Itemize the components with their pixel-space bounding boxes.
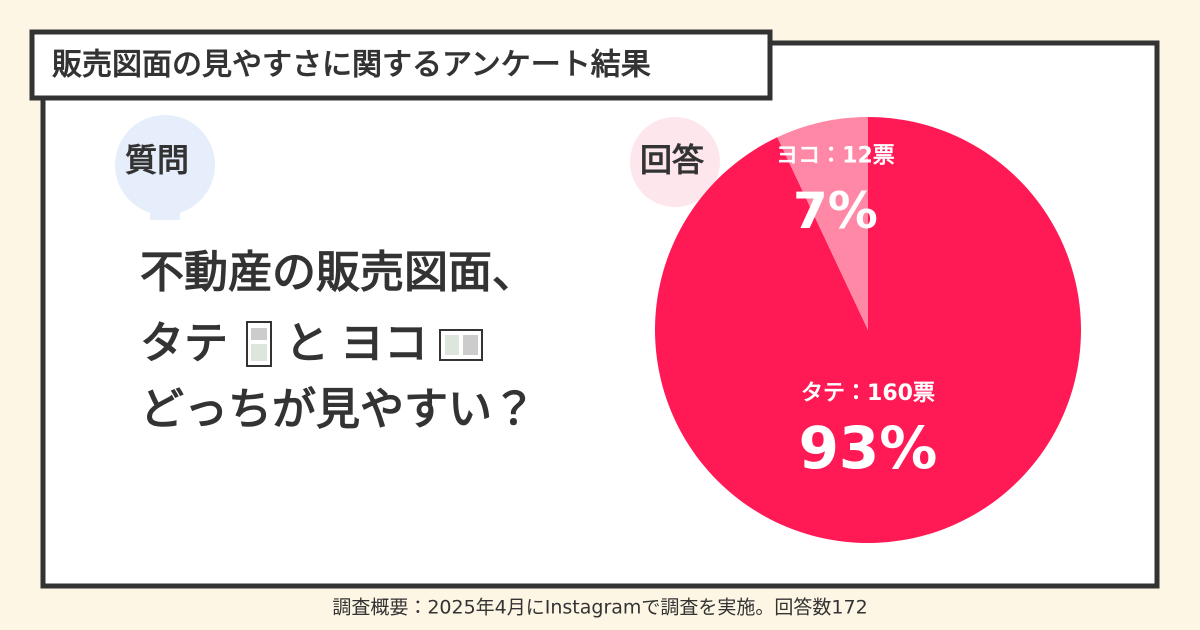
value-label: 93%: [799, 414, 938, 482]
portrait-icon: [246, 321, 272, 367]
pie: タテ：160票 93% ヨコ：12票 7%: [655, 117, 1081, 543]
chart-title: 回答: [640, 141, 705, 179]
q-deco: [115, 115, 215, 215]
q-deco: [150, 195, 180, 220]
question-line: 不動産の販売図面、: [140, 247, 536, 298]
question-label: 質問: [125, 141, 189, 179]
question-line: どっちが見やすい？: [140, 384, 536, 435]
question-line: タテ: [140, 318, 228, 369]
value-label: 7%: [793, 182, 878, 240]
title-box: [29, 29, 773, 101]
slice-label: ヨコ：12票: [776, 143, 895, 168]
footer-note: 調査概要：2025年4月にInstagramで調査を実施。回答数172: [332, 597, 867, 619]
a-deco: [630, 117, 720, 207]
question-line: ヨコ: [340, 318, 428, 369]
question-line: と: [285, 318, 329, 369]
title: 販売図面の見やすさに関するアンケート結果: [52, 48, 651, 83]
slice-label: タテ：160票: [801, 381, 935, 406]
pie-slice: [777, 117, 868, 330]
landscape-icon: [439, 329, 483, 361]
